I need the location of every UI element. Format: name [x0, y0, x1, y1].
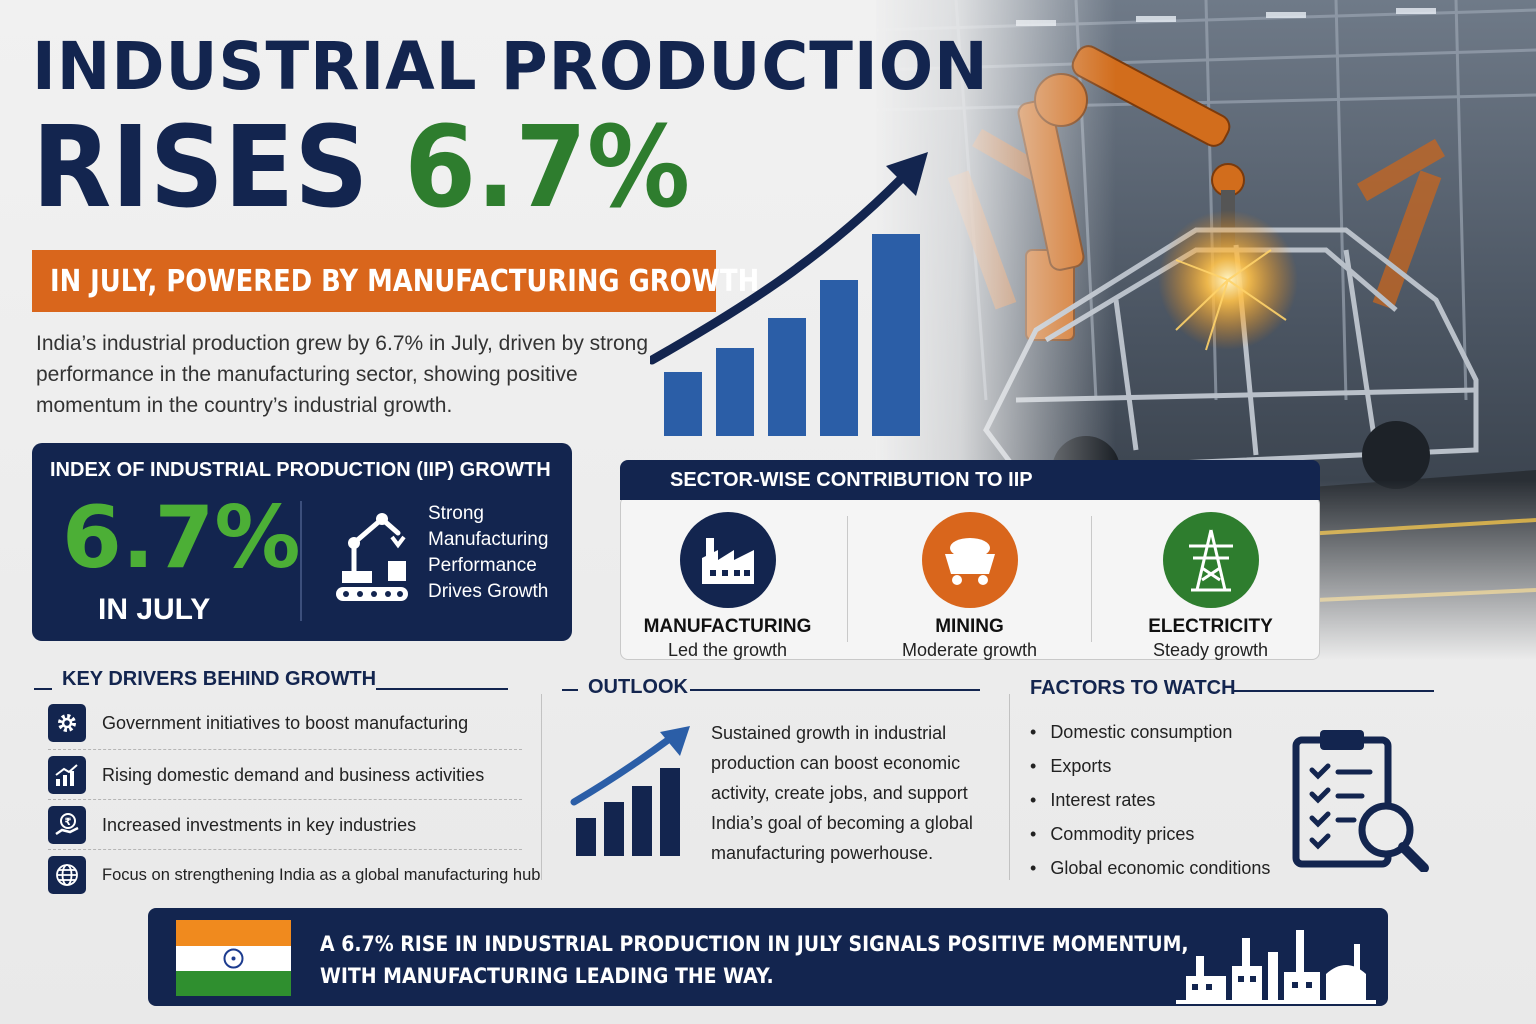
clipboard-search-icon: [1292, 730, 1429, 872]
sector-name: MANUFACTURING: [643, 616, 812, 637]
outlook-text: Sustained growth in industrial productio…: [711, 723, 973, 863]
intro-paragraph: India’s industrial production grew by 6.…: [36, 332, 649, 417]
driver-text: Focus on strengthening India as a global…: [102, 865, 541, 884]
page-title-line-2: RISES 6.7%: [32, 112, 690, 224]
driver-item: Rising domestic demand and business acti…: [48, 750, 522, 800]
title-prefix: RISES: [32, 103, 405, 233]
iip-title: INDEX OF INDUSTRIAL PRODUCTION (IIP) GRO…: [50, 459, 551, 481]
driver-divider: [48, 749, 522, 750]
section-rule: [376, 688, 508, 690]
drivers-title: KEY DRIVERS BEHIND GROWTH: [62, 668, 377, 690]
sector-name: MINING: [935, 616, 1004, 637]
robot-arm-icon: [336, 513, 408, 601]
sector-note: Steady growth: [1152, 640, 1269, 660]
factors-list: Domestic consumption Exports Interest ra…: [1030, 715, 1270, 885]
section-rule: [1234, 690, 1434, 692]
driver-item: ₹ Increased investments in key industrie…: [48, 800, 522, 850]
growth-bars-arrow-icon: [650, 152, 928, 436]
driver-divider: [48, 799, 522, 800]
sector-electricity: ELECTRICITY Steady growth: [1094, 512, 1327, 661]
driver-item: Focus on strengthening India as a global…: [48, 850, 540, 900]
factor-item: Interest rates: [1030, 783, 1270, 817]
sector-note: Moderate growth: [901, 640, 1038, 660]
iip-value: 6.7%: [62, 488, 301, 588]
outlook-growth-icon: [570, 726, 690, 856]
banner-line-2: WITH MANUFACTURING LEADING THE WAY.: [320, 964, 774, 988]
column-divider: [541, 694, 542, 880]
sector-divider: [847, 516, 848, 642]
mine-cart-icon: [921, 512, 1018, 608]
section-rule: [562, 689, 578, 691]
factor-item: Exports: [1030, 749, 1270, 783]
rupee-hand-icon: ₹: [48, 806, 86, 844]
subtitle-text: IN JULY, POWERED BY MANUFACTURING GROWTH: [50, 263, 760, 299]
driver-item: Government initiatives to boost manufact…: [48, 698, 522, 748]
gear-icon: [48, 704, 86, 742]
growth-chart-icon: [48, 756, 86, 794]
svg-text:₹: ₹: [65, 817, 72, 828]
sector-divider: [1091, 516, 1092, 642]
iip-growth-card: INDEX OF INDUSTRIAL PRODUCTION (IIP) GRO…: [32, 443, 572, 641]
factory-skyline-icon: [1176, 930, 1376, 1004]
section-rule: [34, 688, 52, 690]
factory-icon: [679, 512, 776, 608]
banner-text: A 6.7% RISE IN INDUSTRIAL PRODUCTION IN …: [320, 928, 1189, 992]
factors-title: FACTORS TO WATCH: [1030, 677, 1236, 699]
iip-month: IN JULY: [98, 593, 211, 626]
sector-note: Led the growth: [667, 640, 788, 660]
sector-name: ELECTRICITY: [1148, 616, 1273, 637]
page-title-line-1: INDUSTRIAL PRODUCTION: [32, 28, 989, 105]
sector-mining: MINING Moderate growth: [853, 512, 1086, 661]
iip-description: Strong Manufacturing Performance Drives …: [428, 503, 549, 602]
summary-banner: A 6.7% RISE IN INDUSTRIAL PRODUCTION IN …: [148, 908, 1388, 1006]
iip-divider: [300, 501, 302, 621]
section-rule: [690, 689, 980, 691]
sector-title: SECTOR-WISE CONTRIBUTION TO IIP: [620, 460, 1320, 500]
factor-item: Domestic consumption: [1030, 715, 1270, 749]
title-highlight-value: 6.7%: [404, 103, 691, 233]
factor-item: Commodity prices: [1030, 817, 1270, 851]
subtitle-band: IN JULY, POWERED BY MANUFACTURING GROWTH: [32, 250, 759, 312]
power-tower-icon: [1162, 512, 1259, 608]
driver-divider: [48, 849, 522, 850]
driver-text: Rising domestic demand and business acti…: [102, 764, 485, 785]
sector-manufacturing: MANUFACTURING Led the growth: [611, 512, 844, 661]
column-divider: [1009, 694, 1010, 880]
driver-text: Increased investments in key industries: [102, 814, 417, 835]
outlook-title: OUTLOOK: [588, 676, 688, 698]
india-flag-icon: [176, 920, 291, 996]
factor-item: Global economic conditions: [1030, 851, 1270, 885]
banner-line-1: A 6.7% RISE IN INDUSTRIAL PRODUCTION IN …: [320, 932, 1189, 956]
driver-text: Government initiatives to boost manufact…: [102, 712, 469, 733]
globe-icon: [48, 856, 86, 894]
